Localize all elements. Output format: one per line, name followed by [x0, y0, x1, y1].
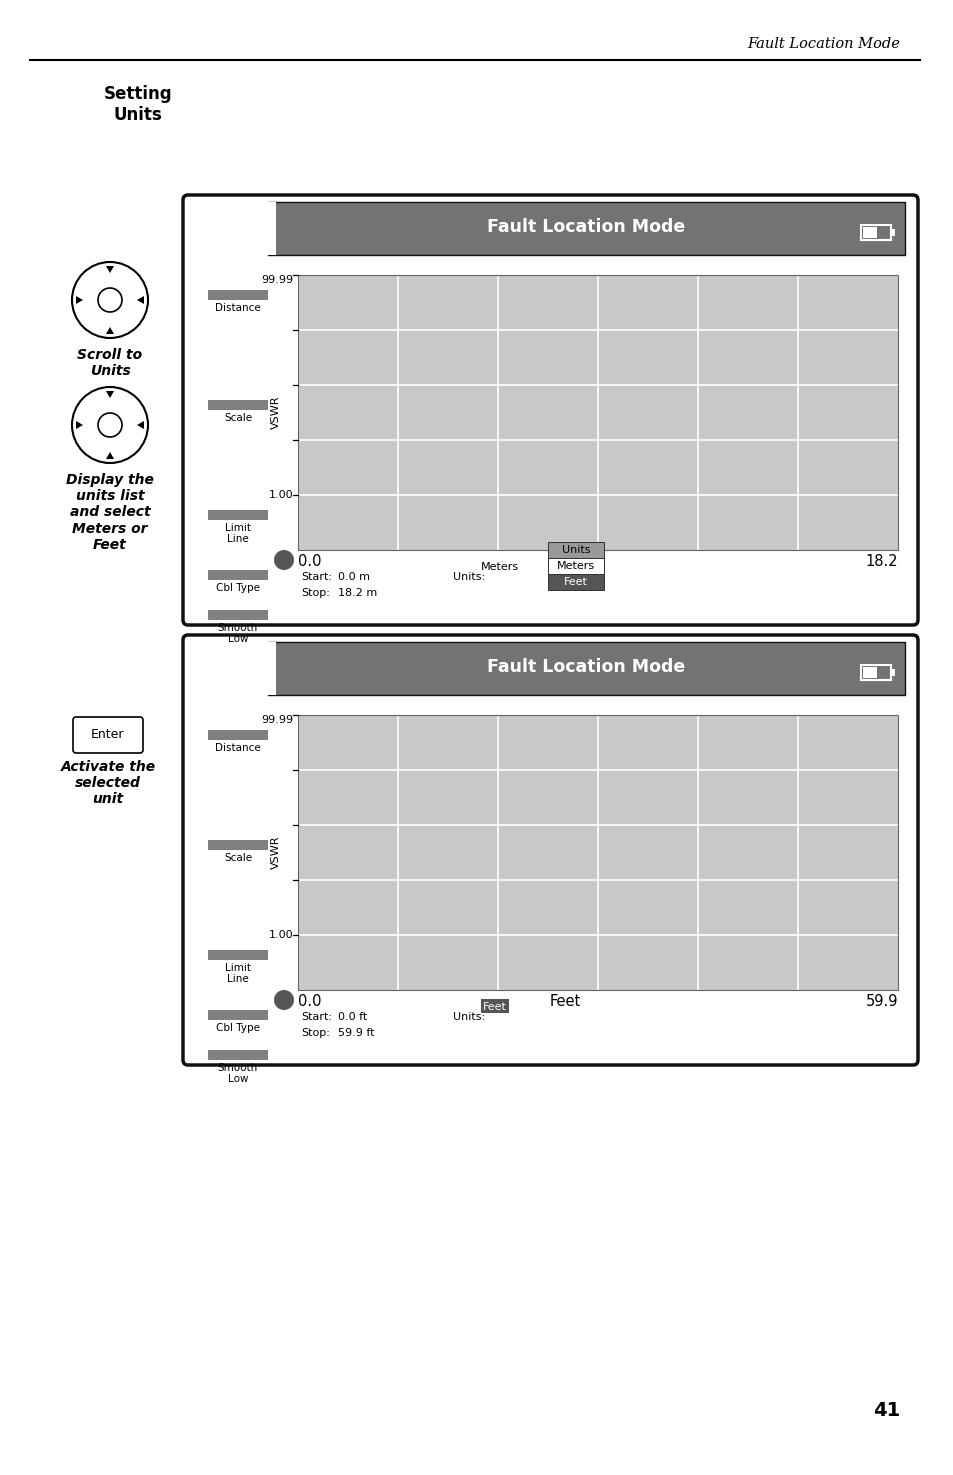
- Text: Smooth
Low: Smooth Low: [217, 1063, 258, 1084]
- FancyArrow shape: [106, 266, 113, 273]
- Text: Units:: Units:: [453, 1012, 488, 1022]
- Text: Activate the
selected
unit: Activate the selected unit: [60, 760, 155, 807]
- Text: 99.99: 99.99: [260, 715, 293, 726]
- Text: Display the
units list
and select
Meters or
Feet: Display the units list and select Meters…: [66, 473, 153, 552]
- Text: 0.0 ft: 0.0 ft: [337, 1012, 367, 1022]
- Bar: [297, 715, 897, 990]
- Text: Scroll to
Units: Scroll to Units: [77, 348, 142, 378]
- Text: Enter: Enter: [91, 729, 125, 742]
- Bar: [547, 558, 603, 574]
- Text: Feet: Feet: [563, 577, 587, 587]
- Text: 0.0: 0.0: [297, 555, 321, 569]
- Circle shape: [274, 990, 294, 1010]
- Text: 0.0: 0.0: [297, 994, 321, 1009]
- Bar: [297, 274, 897, 550]
- Text: Setting
Units: Setting Units: [104, 86, 172, 124]
- Text: 0.0 m: 0.0 m: [337, 572, 370, 583]
- FancyArrow shape: [137, 420, 144, 429]
- Text: Limit
Line: Limit Line: [225, 524, 251, 544]
- Bar: [208, 839, 268, 850]
- FancyArrow shape: [106, 391, 113, 398]
- Bar: [862, 667, 876, 678]
- Text: Units:: Units:: [453, 572, 488, 583]
- Text: 1.00: 1.00: [268, 931, 293, 940]
- Text: Fault Location Mode: Fault Location Mode: [746, 37, 899, 52]
- Text: Meters: Meters: [480, 562, 518, 572]
- Bar: [208, 569, 268, 580]
- Bar: [208, 730, 268, 740]
- Text: Start:: Start:: [301, 1012, 332, 1022]
- Text: Fault Location Mode: Fault Location Mode: [487, 658, 685, 677]
- Text: 18.2: 18.2: [864, 555, 897, 569]
- Circle shape: [274, 550, 294, 569]
- Text: VSWR: VSWR: [271, 395, 281, 429]
- FancyArrow shape: [137, 296, 144, 304]
- Text: Cbl Type: Cbl Type: [215, 583, 260, 593]
- Text: Scale: Scale: [224, 853, 252, 863]
- Text: VSWR: VSWR: [271, 836, 281, 869]
- Text: 41: 41: [872, 1401, 899, 1420]
- Bar: [195, 202, 275, 255]
- Bar: [268, 642, 904, 695]
- Text: Cbl Type: Cbl Type: [215, 1024, 260, 1032]
- Bar: [862, 227, 876, 237]
- Bar: [890, 229, 894, 236]
- Text: 59.9 ft: 59.9 ft: [337, 1028, 375, 1038]
- Text: Start:: Start:: [301, 572, 332, 583]
- FancyArrow shape: [106, 451, 113, 459]
- Bar: [480, 999, 509, 1013]
- Text: Smooth
Low: Smooth Low: [217, 622, 258, 643]
- FancyBboxPatch shape: [73, 717, 143, 754]
- Text: Distance: Distance: [214, 302, 260, 313]
- Text: Limit
Line: Limit Line: [225, 963, 251, 984]
- Text: Mete: Mete: [550, 555, 586, 569]
- Text: 1.00: 1.00: [268, 490, 293, 500]
- Text: Feet: Feet: [482, 1002, 506, 1012]
- Bar: [297, 715, 897, 990]
- Bar: [268, 202, 904, 255]
- FancyBboxPatch shape: [183, 636, 917, 1065]
- Bar: [208, 1010, 268, 1021]
- Text: Stop:: Stop:: [301, 1028, 330, 1038]
- FancyArrow shape: [106, 327, 113, 333]
- Text: Scale: Scale: [224, 413, 252, 423]
- Bar: [208, 950, 268, 960]
- Text: Stop:: Stop:: [301, 589, 330, 597]
- Bar: [195, 642, 275, 695]
- Bar: [297, 274, 897, 550]
- Text: Distance: Distance: [214, 743, 260, 754]
- FancyBboxPatch shape: [183, 195, 917, 625]
- Text: Fault Location Mode: Fault Location Mode: [487, 218, 685, 236]
- Bar: [861, 226, 890, 240]
- Text: Feet: Feet: [550, 994, 580, 1009]
- Text: Meters: Meters: [557, 560, 595, 571]
- Bar: [208, 510, 268, 521]
- Text: 59.9: 59.9: [864, 994, 897, 1009]
- Bar: [890, 670, 894, 676]
- Bar: [208, 611, 268, 620]
- Bar: [208, 1050, 268, 1061]
- Text: 99.99: 99.99: [260, 274, 293, 285]
- Bar: [547, 574, 603, 590]
- Bar: [208, 400, 268, 410]
- FancyArrow shape: [76, 420, 83, 429]
- Bar: [547, 541, 603, 558]
- Bar: [208, 291, 268, 299]
- Text: 18.2 m: 18.2 m: [337, 589, 376, 597]
- FancyArrow shape: [76, 296, 83, 304]
- Text: Units: Units: [561, 544, 590, 555]
- Bar: [480, 559, 518, 572]
- Bar: [861, 665, 890, 680]
